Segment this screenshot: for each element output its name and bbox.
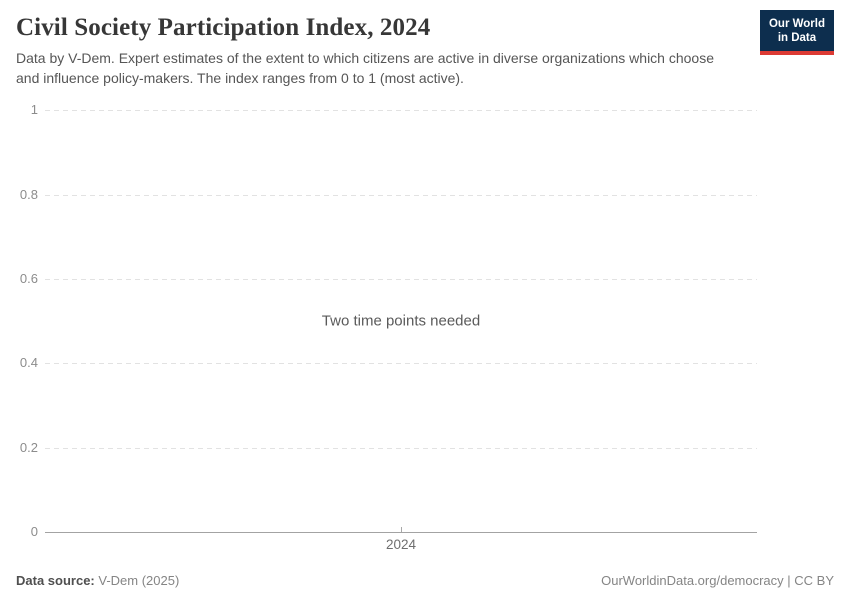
chart-area: Two time points needed 2024 0 0.2 0.4 0.6 0.… (16, 103, 834, 552)
y-axis-tick-label: 0.8 (19, 186, 38, 202)
data-source-value: V-Dem (2025) (98, 573, 180, 588)
y-axis-tick-label: 0.6 (19, 270, 38, 286)
gridline (45, 278, 757, 280)
chart-title: Civil Society Participation Index, 2024 (16, 14, 431, 41)
plot-area: Two time points needed 2024 0 0.2 0.4 0.6 0.… (16, 103, 757, 552)
x-axis-tick-label: 2024 (385, 537, 417, 553)
y-axis-tick-label: 1 (30, 102, 38, 118)
data-source: Data source: V-Dem (2025) (16, 573, 179, 588)
data-source-label: Data source: (16, 573, 95, 588)
empty-state-message: Two time points needed (321, 312, 481, 330)
y-axis-tick-label: 0.2 (19, 439, 38, 455)
x-axis-line (45, 532, 757, 534)
chart-header-text: Civil Society Participation Index, 2024 … (16, 13, 721, 88)
y-axis-tick-label: 0 (30, 524, 38, 540)
owid-logo-line1: Our World (768, 18, 825, 30)
gridline (45, 110, 757, 112)
gridline (45, 363, 757, 365)
chart-footer: Data source: V-Dem (2025) OurWorldinData… (16, 573, 834, 588)
y-axis-tick-label: 0.4 (19, 355, 38, 371)
credit-link[interactable]: OurWorldinData.org/democracy | CC BY (601, 573, 834, 588)
owid-logo-line2: in Data (777, 32, 817, 45)
chart-subtitle: Data by V-Dem. Expert estimates of the e… (16, 50, 715, 86)
gridline (45, 447, 757, 449)
gridline (45, 194, 757, 196)
chart-header: Civil Society Participation Index, 2024 … (16, 10, 834, 88)
owid-logo[interactable]: Our World in Data (759, 10, 834, 55)
x-axis-tick-mark (401, 527, 402, 533)
